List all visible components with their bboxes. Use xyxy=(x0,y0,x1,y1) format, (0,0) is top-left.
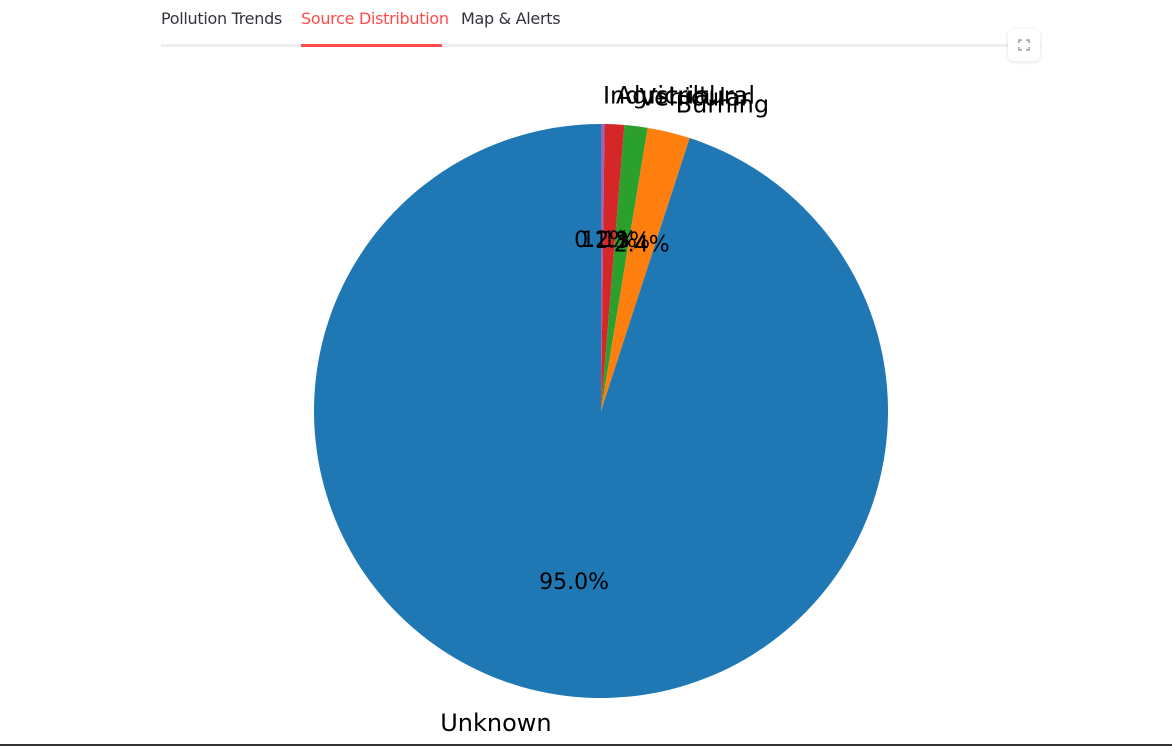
category-label-burning: Burning xyxy=(676,90,769,118)
pct-label-burning: 2.4% xyxy=(614,233,670,258)
fullscreen-button[interactable] xyxy=(1008,29,1040,61)
expand-icon xyxy=(1018,39,1030,51)
active-tab-indicator xyxy=(301,44,442,47)
tab-source-distribution[interactable]: Source Distribution xyxy=(301,9,449,28)
pct-label-unknown: 95.0% xyxy=(539,570,609,595)
pct-label-industrial: 0.2% xyxy=(574,228,630,253)
pie-slice-agricultural xyxy=(601,124,625,412)
category-label-agricultural: Agricultural xyxy=(616,82,755,110)
pie-slice-vehicular xyxy=(601,124,648,411)
divider xyxy=(0,744,1172,746)
tab-pollution-trends[interactable]: Pollution Trends xyxy=(161,9,282,28)
pct-label-vehicular: 1.3% xyxy=(594,229,650,254)
pie-slice-burning xyxy=(601,127,690,411)
pie-slice-unknown xyxy=(314,124,888,699)
pie-slice-industrial xyxy=(601,124,605,411)
pct-label-agricultural: 1.1% xyxy=(581,228,637,253)
tab-map-alerts[interactable]: Map & Alerts xyxy=(461,9,561,28)
category-label-industrial: Industrial xyxy=(603,81,716,109)
category-label-unknown: Unknown xyxy=(440,709,551,737)
category-label-vehicular: Vehicular xyxy=(640,84,751,112)
tab-bar: Pollution Trends Source Distribution Map… xyxy=(161,0,1041,47)
